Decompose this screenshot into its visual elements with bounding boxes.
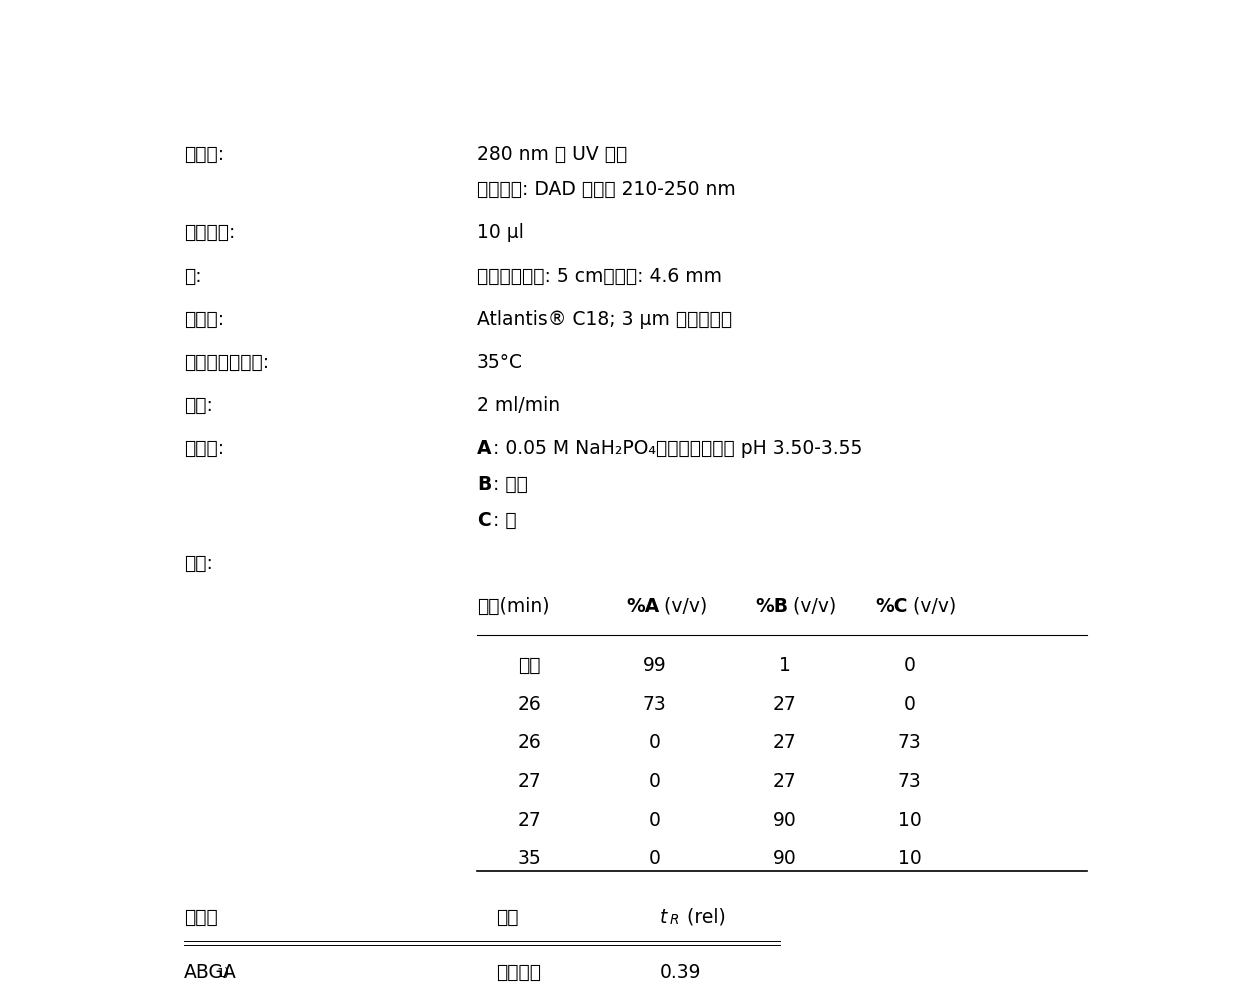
Text: 0: 0 xyxy=(649,733,661,753)
Text: 73: 73 xyxy=(898,733,921,753)
Text: 10: 10 xyxy=(898,849,921,869)
Text: 0: 0 xyxy=(649,811,661,830)
Text: 27: 27 xyxy=(518,811,542,830)
Text: 1: 1 xyxy=(779,656,790,675)
Text: 10: 10 xyxy=(898,811,921,830)
Text: R: R xyxy=(670,913,680,927)
Text: 降解产物: 降解产物 xyxy=(496,963,541,982)
Text: 注射体积:: 注射体积: xyxy=(184,223,236,242)
Text: 0: 0 xyxy=(904,695,915,713)
Text: ABGA: ABGA xyxy=(184,963,237,982)
Text: 流速:: 流速: xyxy=(184,397,213,415)
Text: (v/v): (v/v) xyxy=(908,597,957,616)
Text: (v/v): (v/v) xyxy=(657,597,707,616)
Text: 99: 99 xyxy=(642,656,667,675)
Text: 峰分配: 峰分配 xyxy=(184,907,217,927)
Text: 初始: 初始 xyxy=(518,656,541,675)
Text: 90: 90 xyxy=(773,811,796,830)
Text: 10 μl: 10 μl xyxy=(477,223,523,242)
Text: 26: 26 xyxy=(518,695,542,713)
Text: 27: 27 xyxy=(518,772,542,791)
Text: : 水: : 水 xyxy=(494,511,517,529)
Text: Atlantis® C18; 3 μm 或与其相当: Atlantis® C18; 3 μm 或与其相当 xyxy=(477,310,732,329)
Text: (v/v): (v/v) xyxy=(787,597,837,616)
Text: 固定相:: 固定相: xyxy=(184,310,224,329)
Text: %B: %B xyxy=(755,597,789,616)
Text: 27: 27 xyxy=(773,772,796,791)
Text: 为了一致: DAD 检测器 210-250 nm: 为了一致: DAD 检测器 210-250 nm xyxy=(477,180,735,199)
Text: %C: %C xyxy=(875,597,908,616)
Text: 90: 90 xyxy=(773,849,796,869)
Text: 0.39: 0.39 xyxy=(660,963,701,982)
Text: 柱式加热炉温度:: 柱式加热炉温度: xyxy=(184,353,269,372)
Text: : 甲醇: : 甲醇 xyxy=(494,475,528,494)
Text: 35°C: 35°C xyxy=(477,353,523,372)
Text: 0: 0 xyxy=(649,772,661,791)
Text: 移动相:: 移动相: xyxy=(184,439,224,459)
Text: 检测器:: 检测器: xyxy=(184,145,224,163)
Text: C: C xyxy=(477,511,491,529)
Text: t: t xyxy=(660,907,667,927)
Text: : 0.05 M NaH₂PO₄，用磷酸调节至 pH 3.50-3.55: : 0.05 M NaH₂PO₄，用磷酸调节至 pH 3.50-3.55 xyxy=(494,439,863,459)
Text: B: B xyxy=(477,475,491,494)
Text: 280 nm 下 UV 检测: 280 nm 下 UV 检测 xyxy=(477,145,627,163)
Text: (rel): (rel) xyxy=(681,907,725,927)
Text: 梯度:: 梯度: xyxy=(184,554,213,573)
Text: 26: 26 xyxy=(518,733,542,753)
Text: 2 ml/min: 2 ml/min xyxy=(477,397,560,415)
Text: 时间(min): 时间(min) xyxy=(477,597,549,616)
Text: %A: %A xyxy=(626,597,660,616)
Text: 评价: 评价 xyxy=(496,907,518,927)
Text: 73: 73 xyxy=(642,695,667,713)
Text: 不锈钢，长度: 5 cm；内径: 4.6 mm: 不锈钢，长度: 5 cm；内径: 4.6 mm xyxy=(477,267,722,285)
Text: 0: 0 xyxy=(649,849,661,869)
Text: 0: 0 xyxy=(904,656,915,675)
Text: 27: 27 xyxy=(773,695,796,713)
Text: 35: 35 xyxy=(518,849,542,869)
Text: 柱:: 柱: xyxy=(184,267,201,285)
Text: A: A xyxy=(477,439,491,459)
Text: 27: 27 xyxy=(773,733,796,753)
Text: 73: 73 xyxy=(898,772,921,791)
Text: 1): 1) xyxy=(217,967,229,980)
